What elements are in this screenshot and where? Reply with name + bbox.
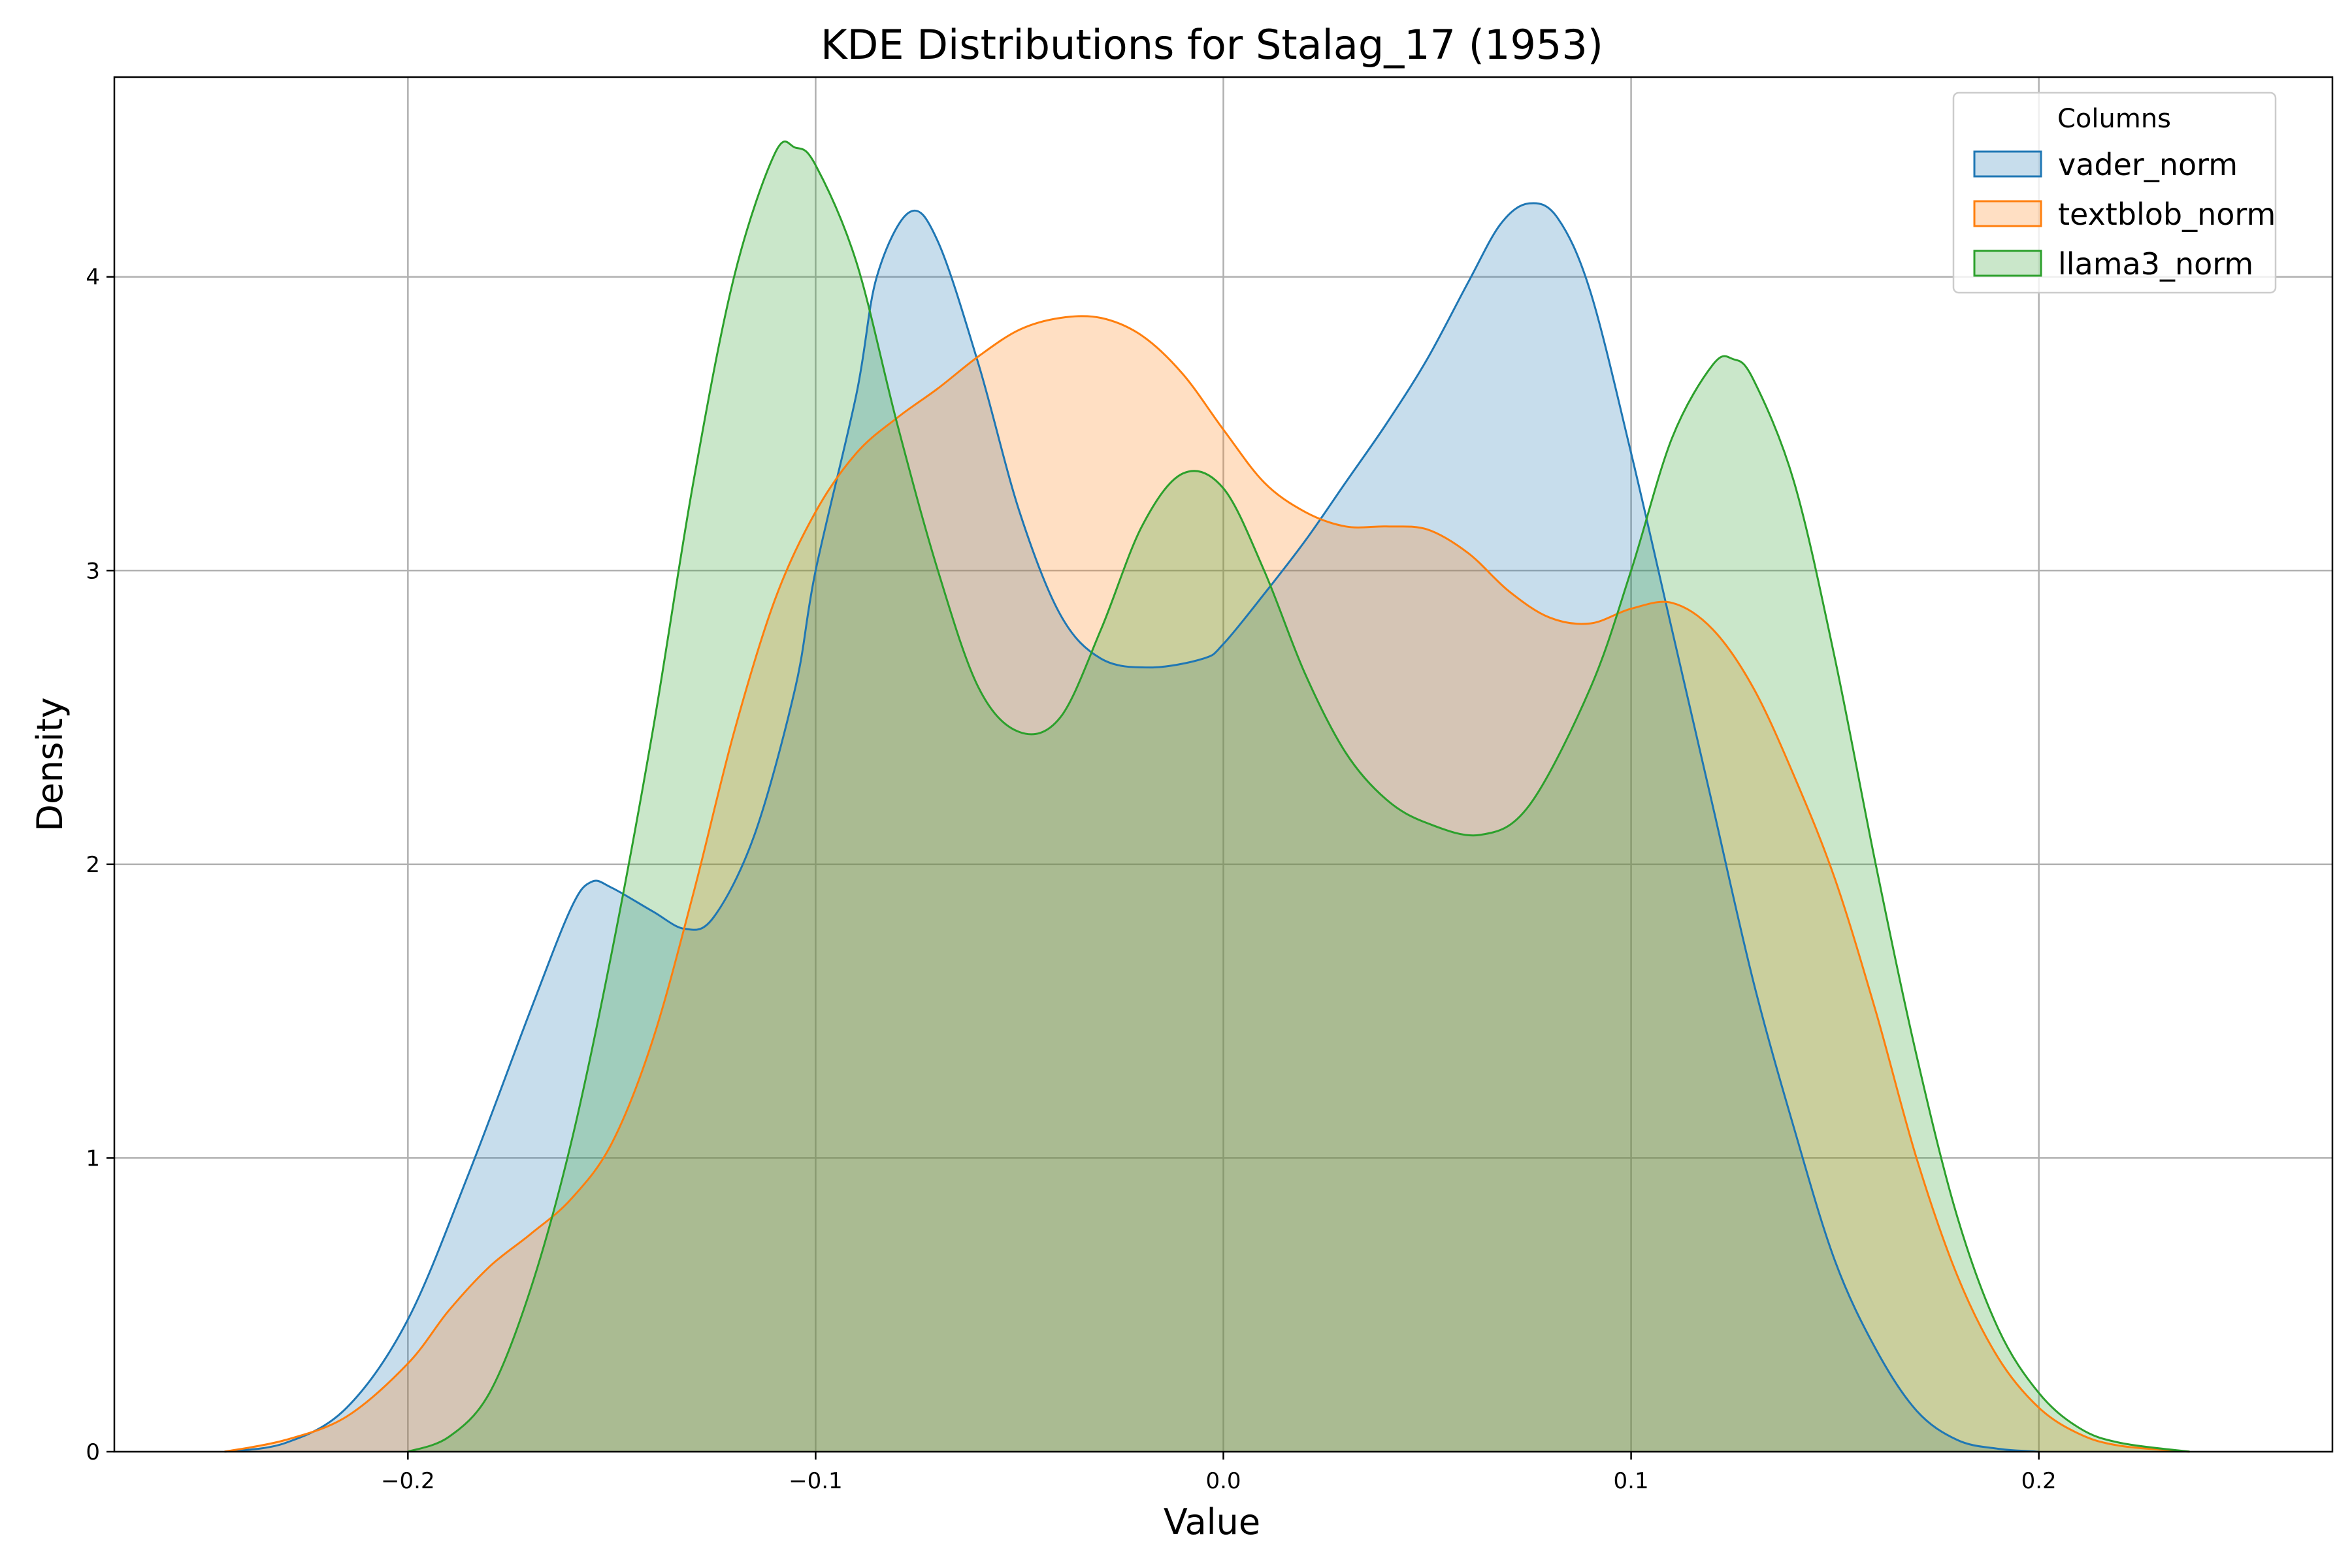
x-tick-label: −0.1 (789, 1468, 843, 1494)
textblob_norm-area (224, 316, 2190, 1452)
legend-entries: vader_norm textblob_norm llama3_norm (1973, 147, 2276, 282)
x-tick-label: 0.1 (1614, 1468, 1649, 1494)
textblob_norm-legend-label: textblob_norm (2058, 197, 2276, 232)
chart-title: KDE Distributions for Stalag_17 (1953) (821, 21, 1603, 69)
y-tick-label: 1 (86, 1145, 100, 1171)
y-tick-label: 4 (86, 265, 100, 291)
textblob_norm-line (224, 315, 2190, 1453)
y-axis-label: Density (29, 697, 71, 831)
llama3_norm-legend-label: llama3_norm (2058, 246, 2253, 282)
vader_norm-legend-label: vader_norm (2058, 147, 2238, 182)
y-tick-label: 2 (86, 852, 100, 878)
x-tick-label: 0.0 (1205, 1468, 1241, 1494)
legend: Columns vader_norm textblob_norm llama3_no… (1952, 91, 2277, 294)
kde-fills (224, 141, 2190, 1452)
legend-title: Columns (2057, 104, 2171, 134)
y-tick-label: 3 (86, 558, 100, 584)
llama3_norm-area (408, 141, 2190, 1452)
textblob_norm-legend-swatch (1973, 200, 2042, 227)
x-tick-label: 0.2 (2021, 1468, 2057, 1494)
vader_norm-line (224, 202, 2039, 1453)
llama3_norm-line (407, 140, 2190, 1453)
y-axis-ticks: 0 1 2 3 4 (86, 265, 114, 1465)
x-axis-label: Value (1164, 1501, 1260, 1543)
vader_norm-area (224, 203, 2039, 1452)
vader_norm-legend-swatch (1973, 150, 2042, 178)
kde-lines (224, 140, 2190, 1453)
y-tick-label: 0 (86, 1439, 100, 1465)
x-tick-label: −0.2 (381, 1468, 435, 1494)
llama3_norm-legend-swatch (1973, 250, 2042, 277)
x-axis-ticks: −0.2 −0.1 0.0 0.1 0.2 (381, 1452, 2057, 1494)
legend-box (1952, 91, 2277, 294)
